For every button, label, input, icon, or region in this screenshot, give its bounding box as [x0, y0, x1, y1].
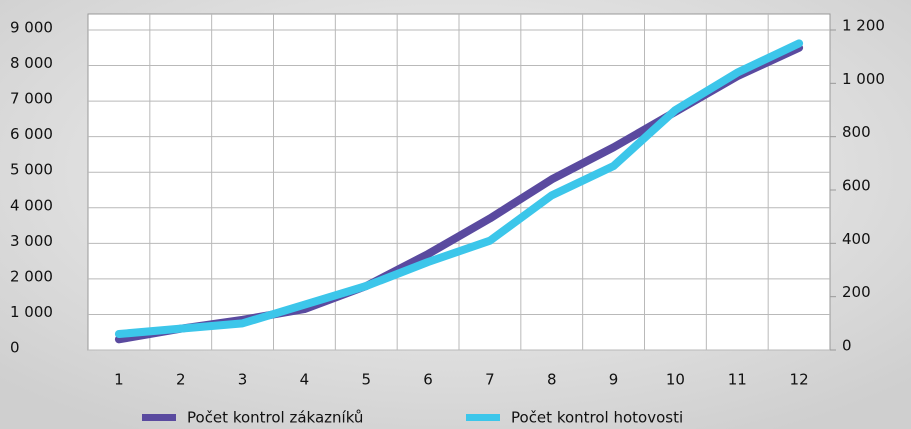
- x-tick-label: 6: [423, 371, 433, 389]
- y2-tick-label: 600: [842, 177, 871, 195]
- legend-label: Počet kontrol hotovosti: [511, 409, 683, 427]
- y-tick-label: 0: [10, 339, 20, 357]
- x-tick-label: 7: [485, 371, 495, 389]
- y2-tick-label: 400: [842, 230, 871, 248]
- y2-tick-label: 1 000: [842, 70, 885, 88]
- x-tick-label: 3: [238, 371, 248, 389]
- y2-tick-label: 0: [842, 337, 852, 355]
- x-tick-label: 8: [547, 371, 557, 389]
- x-tick-label: 9: [609, 371, 619, 389]
- y-tick-label: 6 000: [10, 125, 53, 143]
- x-tick-label: 12: [790, 371, 809, 389]
- x-tick-label: 11: [728, 371, 747, 389]
- y-tick-label: 1 000: [10, 303, 53, 321]
- y-tick-label: 3 000: [10, 232, 53, 250]
- legend-swatch: [142, 414, 176, 421]
- x-tick-label: 2: [176, 371, 186, 389]
- y-tick-label: 7 000: [10, 90, 53, 108]
- legend-label: Počet kontrol zákazníků: [187, 409, 363, 427]
- y-tick-label: 8 000: [10, 54, 53, 72]
- y2-tick-label: 1 200: [842, 17, 885, 35]
- series-line: [114, 39, 804, 338]
- y-tick-label: 5 000: [10, 161, 53, 179]
- x-tick-label: 4: [300, 371, 310, 389]
- y2-tick-label: 800: [842, 123, 871, 141]
- y2-tick-label: 200: [842, 283, 871, 301]
- y-tick-label: 2 000: [10, 267, 53, 285]
- x-tick-label: 10: [666, 371, 685, 389]
- x-tick-label: 5: [361, 371, 371, 389]
- y-tick-label: 9 000: [10, 19, 53, 37]
- x-tick-label: 1: [114, 371, 124, 389]
- legend-swatch: [466, 414, 500, 421]
- y-tick-label: 4 000: [10, 196, 53, 214]
